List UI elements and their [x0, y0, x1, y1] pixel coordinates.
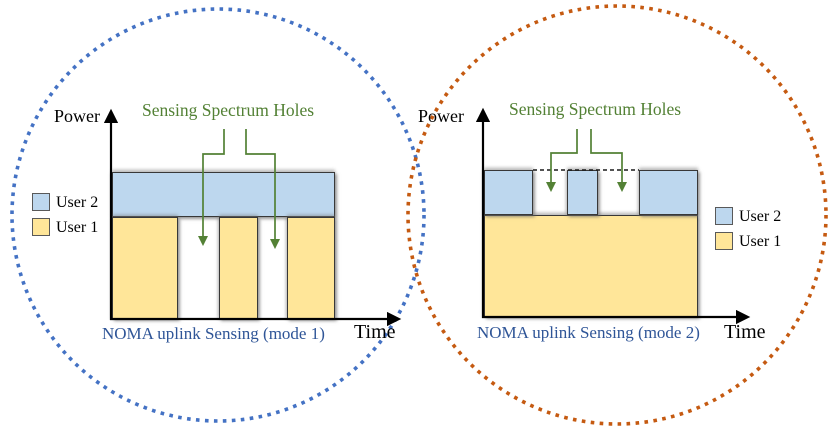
mode1-legend-user2-label: User 2 — [56, 194, 99, 211]
mode1-power-axis-label: Power — [54, 106, 100, 126]
mode1-user1-bar-3 — [287, 217, 335, 319]
mode2-power-axis-label: Power — [418, 106, 464, 126]
mode1-user1-bar-1 — [112, 217, 178, 319]
mode1-time-axis-label: Time — [354, 321, 396, 343]
mode2-legend-user2-label: User 2 — [739, 208, 782, 225]
mode2-user1-bar — [484, 215, 698, 317]
mode1-user2-bar — [112, 172, 335, 217]
mode1-caption: NOMA uplink Sensing (mode 1) — [102, 324, 325, 343]
mode2-user2-bar-2 — [567, 170, 598, 215]
mode2-legend-user2-swatch — [715, 207, 733, 225]
mode2-user2-bar-1 — [484, 170, 533, 215]
mode1-sensing-spectrum-holes-label: Sensing Spectrum Holes — [142, 100, 315, 120]
mode2-legend-user1-label: User 1 — [739, 233, 782, 250]
mode2-user2-bar-3 — [639, 170, 698, 215]
mode2-time-axis-label: Time — [724, 321, 766, 343]
mode1-legend-user1-swatch — [32, 218, 50, 236]
mode1-legend-user2-swatch — [32, 193, 50, 211]
mode2-caption: NOMA uplink Sensing (mode 2) — [477, 323, 700, 342]
mode1-user1-bar-2 — [219, 217, 258, 319]
mode1-legend-user1-label: User 1 — [56, 219, 99, 236]
mode2-sensing-spectrum-holes-label: Sensing Spectrum Holes — [509, 99, 682, 119]
mode2-legend-user1-swatch — [715, 232, 733, 250]
